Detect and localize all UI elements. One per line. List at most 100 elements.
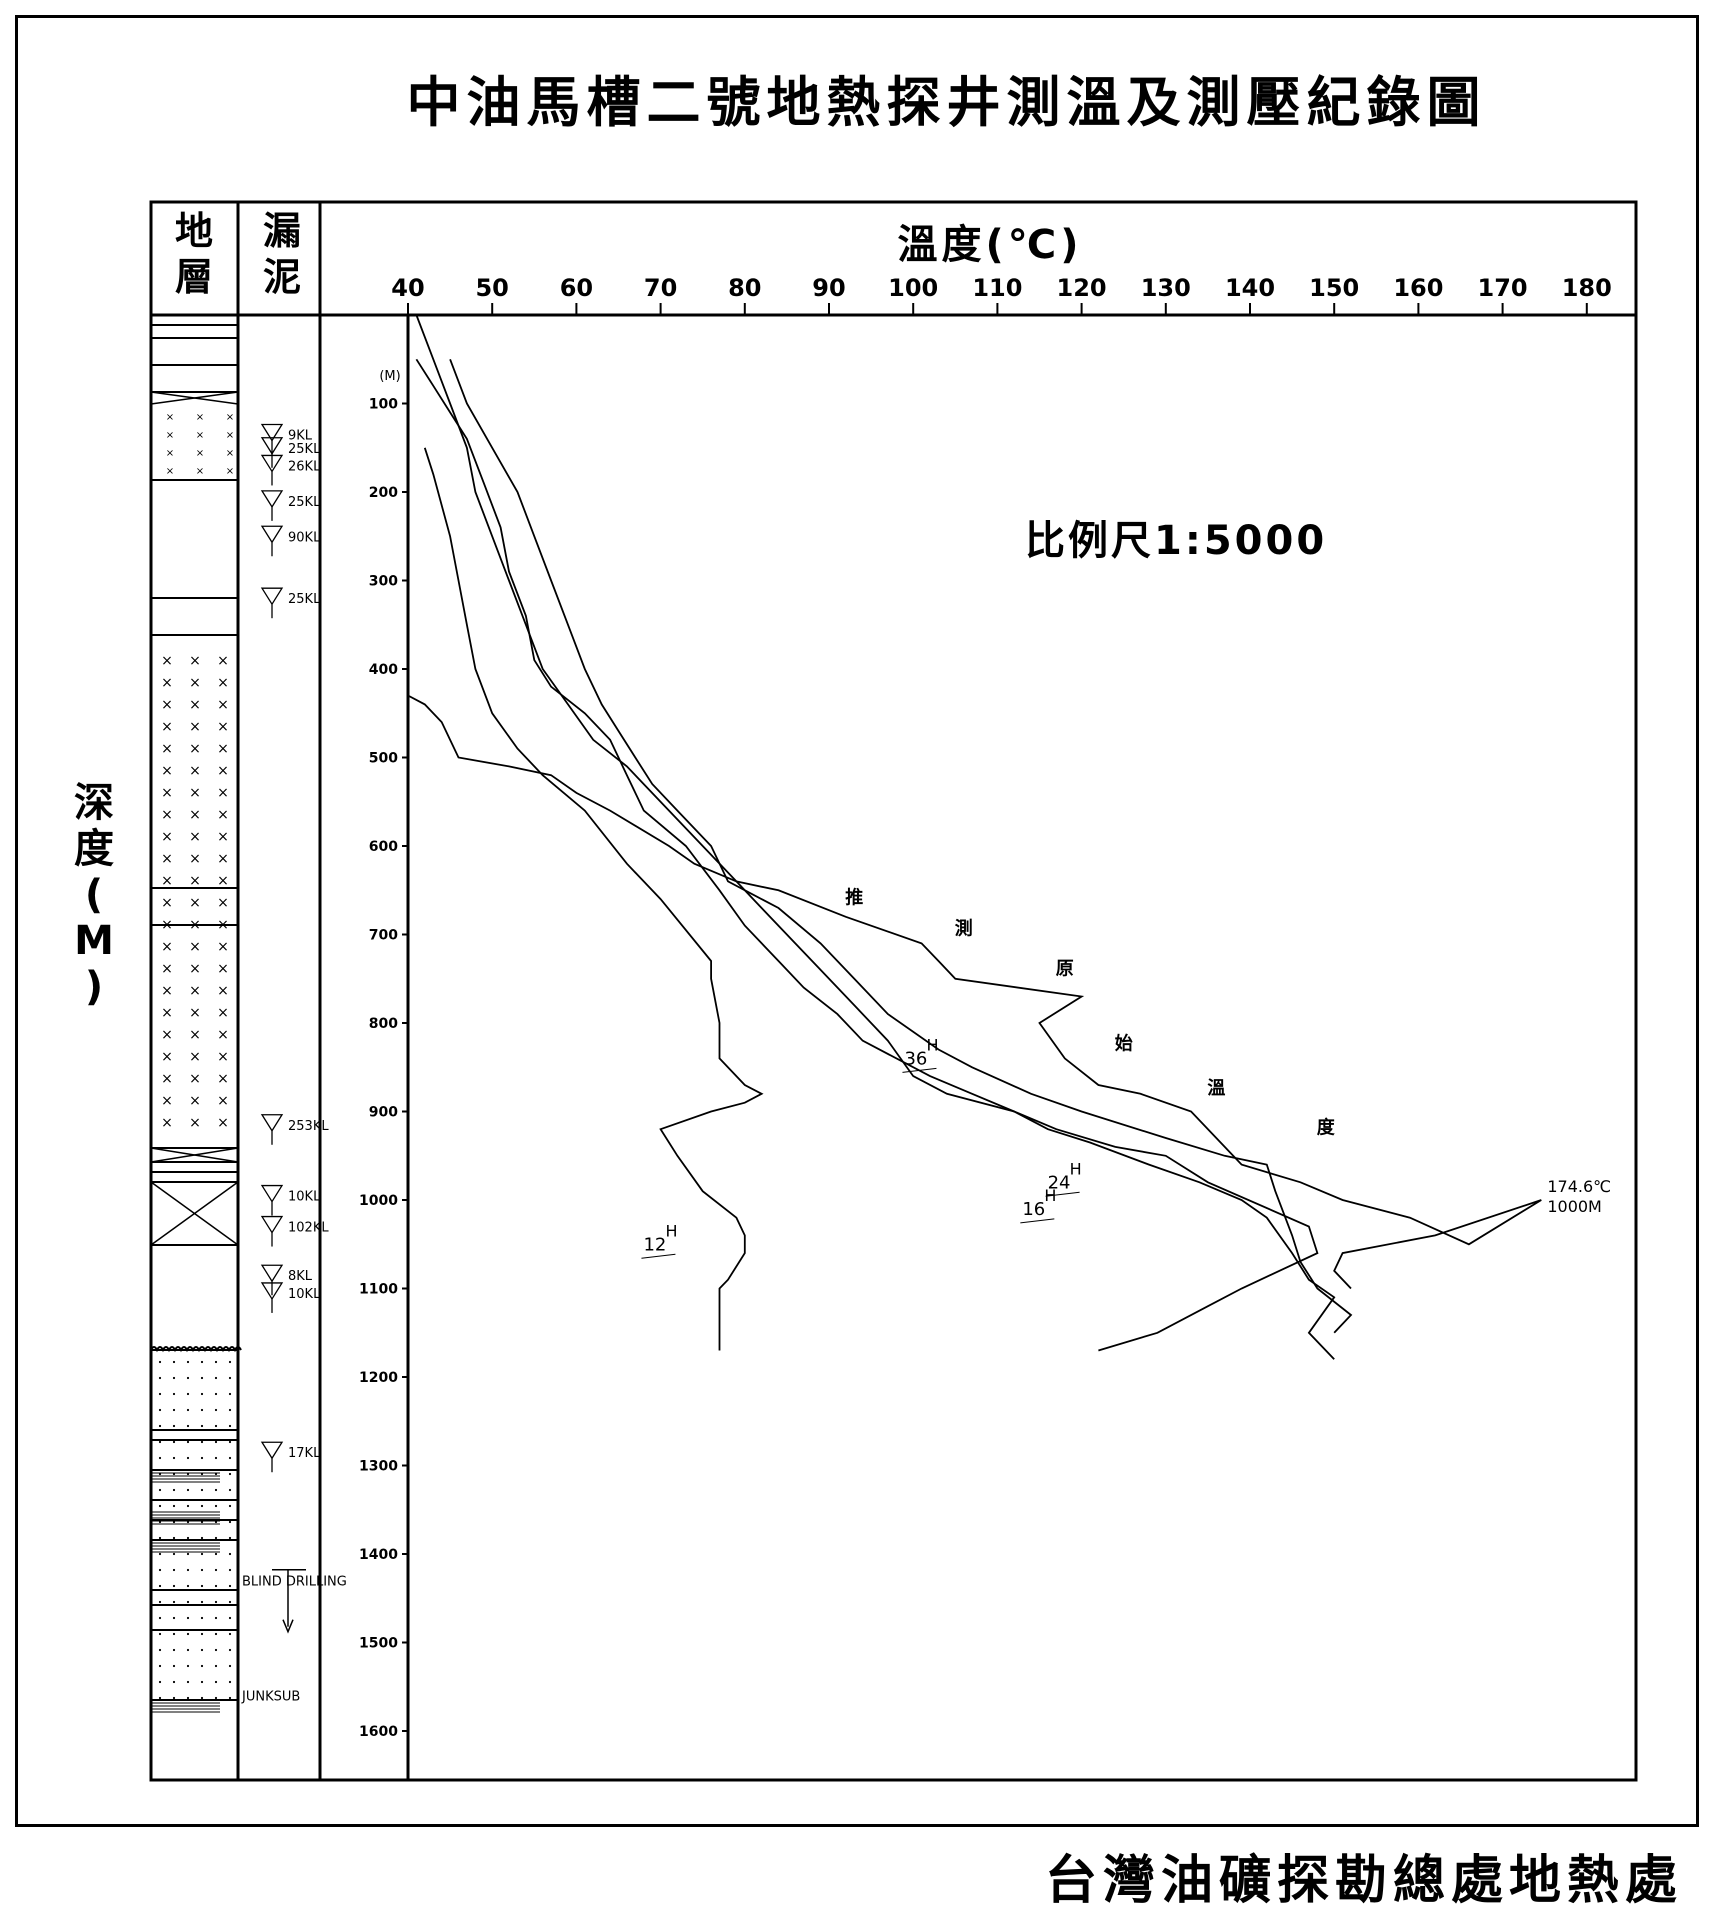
strata-dot bbox=[158, 1600, 162, 1604]
point-label-h: H bbox=[665, 1221, 677, 1240]
strata-dot bbox=[200, 1536, 204, 1540]
curve-label-char: 溫 bbox=[1207, 1077, 1225, 1099]
point-label-underline bbox=[641, 1253, 676, 1259]
strata-x-symbol: × bbox=[189, 851, 201, 867]
header-mud-loss-text: 漏泥 bbox=[262, 209, 301, 299]
strata-dot bbox=[200, 1408, 204, 1412]
x-tick-label: 50 bbox=[475, 274, 508, 302]
strata-dot bbox=[158, 1376, 162, 1380]
y-tick-label: 500 bbox=[369, 751, 398, 767]
strata-dot bbox=[200, 1552, 204, 1556]
strata-x-symbol: × bbox=[161, 1093, 173, 1109]
strata-x-symbol: × bbox=[166, 466, 174, 477]
footer-org: 台灣油礦探勘總處地熱處 bbox=[1044, 1851, 1683, 1911]
strata-x-symbol: × bbox=[189, 1115, 201, 1131]
strata-dot bbox=[200, 1440, 204, 1444]
strata-dot bbox=[172, 1536, 176, 1540]
mud-loss-triangle-icon bbox=[260, 454, 284, 473]
x-tick-label: 150 bbox=[1309, 274, 1359, 302]
strata-dot bbox=[158, 1488, 162, 1492]
strata-dot bbox=[200, 1424, 204, 1428]
strata-x-symbol: × bbox=[189, 895, 201, 911]
strata-x-symbol: × bbox=[217, 763, 229, 779]
point-label-underline bbox=[902, 1067, 937, 1073]
strata-x-symbol: × bbox=[161, 1005, 173, 1021]
strata-dot bbox=[158, 1456, 162, 1460]
strata-dot bbox=[172, 1664, 176, 1668]
point-label: 16 bbox=[1022, 1199, 1045, 1220]
strata-dot bbox=[186, 1408, 190, 1412]
strata-x-symbol: × bbox=[161, 873, 173, 889]
strata-dot bbox=[228, 1520, 232, 1524]
strata-x-symbol: × bbox=[189, 983, 201, 999]
mud-loss-label: 10KL bbox=[288, 1287, 321, 1302]
strata-dot bbox=[214, 1552, 218, 1556]
strata-dot bbox=[200, 1632, 204, 1636]
strata-x-symbol: × bbox=[189, 719, 201, 735]
y-tick-label: 1400 bbox=[359, 1547, 398, 1563]
strata-dot bbox=[228, 1648, 232, 1652]
strata-dot bbox=[158, 1568, 162, 1572]
strata-dot bbox=[214, 1648, 218, 1652]
strata-dot bbox=[158, 1680, 162, 1684]
point-label-h: H bbox=[1070, 1159, 1082, 1178]
strata-dot bbox=[200, 1392, 204, 1396]
strata-x-symbol: × bbox=[166, 430, 174, 441]
x-tick-label: 110 bbox=[972, 274, 1022, 302]
strata-dot bbox=[200, 1504, 204, 1508]
series-line-12H bbox=[423, 447, 764, 1351]
strata-x-symbol: × bbox=[161, 785, 173, 801]
mud-loss-label: 253KL bbox=[288, 1119, 329, 1134]
strata-dot bbox=[228, 1584, 232, 1588]
strata-dot bbox=[172, 1648, 176, 1652]
scale-label: 比例尺1:5000 bbox=[1025, 518, 1328, 564]
strata-x-symbol: × bbox=[217, 1049, 229, 1065]
strata-dot bbox=[214, 1696, 218, 1700]
strata-dot bbox=[228, 1680, 232, 1684]
y-tick-label: 700 bbox=[369, 928, 398, 944]
y-tick-labels: 100 200 300 400 500 600 700 800 900 1000 1100 1200 1… bbox=[359, 397, 408, 1740]
mud-loss-triangle-icon bbox=[260, 437, 284, 455]
strata-x-symbol: × bbox=[161, 807, 173, 823]
strata-dot bbox=[172, 1440, 176, 1444]
y-tick-label: 1000 bbox=[359, 1193, 398, 1209]
point-label-underline bbox=[1020, 1218, 1055, 1224]
strata-x-symbol: × bbox=[189, 917, 201, 933]
strata-x-symbol: × bbox=[189, 1005, 201, 1021]
mud-loss-label: 90KL bbox=[288, 530, 321, 545]
strata-dot bbox=[228, 1392, 232, 1396]
strata-x-symbol: × bbox=[217, 873, 229, 889]
x-tick-label: 90 bbox=[812, 274, 845, 302]
blind-drilling-arrowhead bbox=[282, 1619, 294, 1634]
strata-dot bbox=[172, 1680, 176, 1684]
strata-dot bbox=[214, 1424, 218, 1428]
strata-dot bbox=[228, 1504, 232, 1508]
chart-title: 中油馬槽二號地熱探井測溫及測壓紀錄圖 bbox=[406, 71, 1487, 134]
mud-loss-label: 25KL bbox=[288, 495, 321, 510]
mud-loss-triangle-icon bbox=[260, 490, 284, 509]
mud-loss-label: 8KL bbox=[288, 1269, 313, 1284]
x-tick-label: 80 bbox=[728, 274, 761, 302]
strata-x-symbol: × bbox=[161, 939, 173, 955]
strata-dot bbox=[214, 1632, 218, 1636]
strata-x-symbol: × bbox=[226, 448, 234, 459]
strata-dot bbox=[200, 1488, 204, 1492]
strata-x-symbol: × bbox=[161, 1071, 173, 1087]
strata-column: × × × × × × × × × × × × × × × × × × × × × × × × × × × × × × × × × × × × × × × ×… bbox=[150, 324, 242, 1713]
strata-x-symbol: × bbox=[161, 741, 173, 757]
strata-dot bbox=[158, 1584, 162, 1588]
strata-x-symbol: × bbox=[189, 873, 201, 889]
x-tick-label: 160 bbox=[1393, 274, 1443, 302]
strata-dot bbox=[186, 1648, 190, 1652]
y-tick-label: 1300 bbox=[359, 1459, 398, 1475]
strata-dot bbox=[228, 1408, 232, 1412]
strata-dot bbox=[186, 1552, 190, 1556]
strata-x-symbol: × bbox=[189, 1093, 201, 1109]
strata-dot bbox=[200, 1696, 204, 1700]
strata-dot bbox=[158, 1664, 162, 1668]
strata-x-symbol: × bbox=[217, 851, 229, 867]
strata-x-symbol: × bbox=[226, 466, 234, 477]
strata-dot bbox=[200, 1376, 204, 1380]
strata-dot bbox=[200, 1360, 204, 1364]
